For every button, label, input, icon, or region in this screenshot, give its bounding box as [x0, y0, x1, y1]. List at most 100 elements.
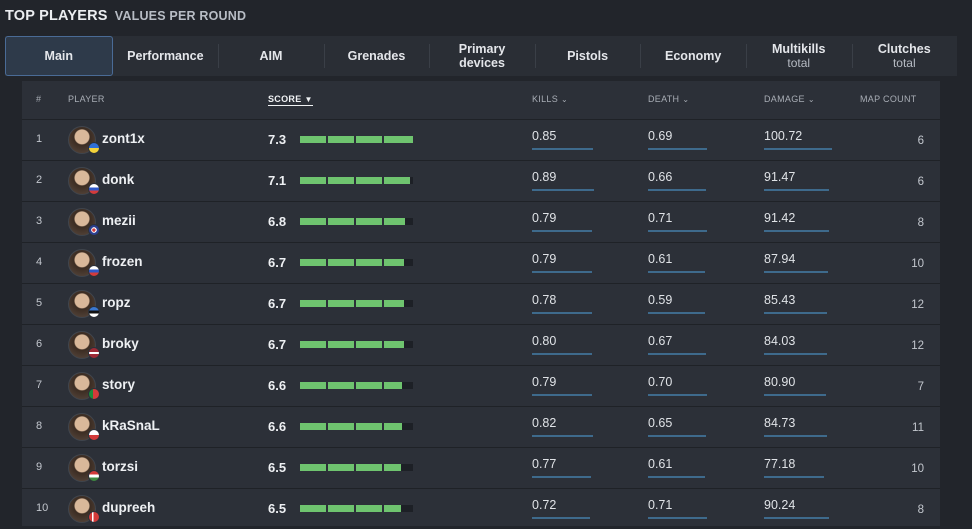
player-name-link[interactable]: ropz: [102, 295, 131, 310]
kills-text: 0.79: [532, 211, 557, 225]
kills-underline: [532, 476, 592, 478]
player-name-link[interactable]: zont1x: [102, 131, 145, 146]
kills-text: 0.85: [532, 129, 557, 143]
player-name-link[interactable]: mezii: [102, 213, 136, 228]
score-bar-divider: [326, 218, 328, 225]
score-bar-divider: [326, 423, 328, 430]
kills-text: 0.80: [532, 334, 557, 348]
score-bar-divider: [382, 464, 384, 471]
damage-value: 77.18: [764, 457, 825, 478]
score-bar-divider: [326, 341, 328, 348]
player-avatar[interactable]: [68, 413, 96, 441]
damage-text: 90.24: [764, 498, 796, 512]
table-row[interactable]: 9 torzsi 6.5 0.77 0.61 77.18 10: [22, 447, 940, 488]
score-bar-divider: [326, 259, 328, 266]
column-kills-sort[interactable]: KILLS ⌄: [532, 94, 568, 104]
table-row[interactable]: 7 story 6.6 0.79 0.70 80.90 7: [22, 365, 940, 406]
map-count-value: 8: [917, 217, 924, 229]
death-text: 0.65: [648, 416, 673, 430]
chevron-down-icon: ⌄: [561, 95, 569, 104]
tab-label: Main: [44, 49, 74, 63]
damage-underline: [764, 353, 827, 355]
map-count-value: 10: [911, 258, 924, 270]
table-row[interactable]: 4 frozen 6.7 0.79 0.61 87.94 10: [22, 242, 940, 283]
damage-underline: [764, 189, 829, 191]
death-underline: [648, 353, 707, 355]
damage-text: 77.18: [764, 457, 796, 471]
chevron-down-icon: ▼: [304, 95, 313, 104]
score-value: 7.3: [268, 132, 287, 147]
tab-pistols[interactable]: Pistols: [534, 36, 641, 76]
table-row[interactable]: 2 donk 7.1 0.89 0.66 91.47 6: [22, 160, 940, 201]
death-value: 0.61: [648, 252, 706, 273]
tab-label: Clutches: [877, 42, 931, 56]
tab-economy[interactable]: Economy: [640, 36, 746, 76]
table-row[interactable]: 5 ropz 6.7 0.78 0.59 85.43 12: [22, 283, 940, 324]
column-player: PLAYER: [68, 94, 105, 104]
score-bar-divider: [354, 341, 356, 348]
score-value: 6.5: [268, 501, 287, 516]
tab-label: Primary: [458, 42, 506, 56]
damage-value: 87.94: [764, 252, 828, 273]
map-count-value: 12: [911, 299, 924, 311]
kills-underline: [532, 517, 590, 519]
player-name-link[interactable]: story: [102, 377, 136, 392]
table-row[interactable]: 8 kRaSnaL 6.6 0.82 0.65 84.73 11: [22, 406, 940, 447]
player-name-link[interactable]: frozen: [102, 254, 143, 269]
damage-text: 87.94: [764, 252, 796, 266]
kills-value: 0.77: [532, 457, 592, 478]
death-underline: [648, 435, 706, 437]
damage-underline: [764, 517, 829, 519]
player-name-link[interactable]: torzsi: [102, 459, 139, 474]
score-bar-divider: [354, 259, 356, 266]
kills-text: 0.82: [532, 416, 557, 430]
death-text: 0.70: [648, 375, 673, 389]
column-score-sort[interactable]: SCORE ▼: [268, 94, 313, 106]
latvia-flag-icon: [88, 347, 100, 359]
hungary-flag-icon: [88, 470, 100, 482]
page-title: TOP PLAYERS VALUES PER ROUND: [5, 7, 246, 24]
tab-performance[interactable]: Performance: [113, 36, 219, 76]
score-bar: [300, 259, 413, 266]
players-table: # PLAYER SCORE ▼ KILLS ⌄ DEATH ⌄ DAMAGE ⌄ MA…: [22, 81, 940, 526]
table-row[interactable]: 1 zont1x 7.3 0.85 0.69 100.72 6: [22, 119, 940, 160]
score-bar-divider: [354, 505, 356, 512]
score-value: 6.7: [268, 337, 287, 352]
tab-multikills[interactable]: Multikills total: [745, 36, 852, 76]
score-bar-fill: [300, 136, 413, 143]
column-death-sort[interactable]: DEATH ⌄: [648, 94, 689, 104]
page-title-sub: VALUES PER ROUND: [114, 9, 247, 23]
death-text: 0.71: [648, 211, 673, 225]
player-name-link[interactable]: dupreeh: [102, 500, 156, 515]
player-name-link[interactable]: broky: [102, 336, 139, 351]
score-bar-divider: [354, 423, 356, 430]
tab-main[interactable]: Main: [5, 36, 113, 76]
table-row[interactable]: 6 broky 6.7 0.80 0.67 84.03 12: [22, 324, 940, 365]
table-row[interactable]: 3 mezii 6.8 0.79 0.71 91.42 8: [22, 201, 940, 242]
kills-text: 0.79: [532, 252, 557, 266]
death-underline: [648, 189, 707, 191]
kills-value: 0.79: [532, 211, 592, 232]
kills-text: 0.77: [532, 457, 557, 471]
tab-aim[interactable]: AIM: [218, 36, 324, 76]
player-avatar[interactable]: [68, 249, 96, 277]
tab-primary-devices[interactable]: Primary devices: [429, 36, 535, 76]
player-name-link[interactable]: donk: [102, 172, 135, 187]
tab-sublabel: total: [787, 56, 811, 70]
column-damage-sort[interactable]: DAMAGE ⌄: [764, 94, 815, 104]
score-bar-divider: [382, 423, 384, 430]
rank-number: 10: [36, 502, 49, 514]
chevron-down-icon: ⌄: [682, 95, 690, 104]
kills-underline: [532, 312, 592, 314]
player-name-link[interactable]: kRaSnaL: [102, 418, 160, 433]
score-bar-fill: [300, 382, 402, 389]
kills-underline: [532, 353, 592, 355]
tab-clutches[interactable]: Clutches total: [851, 36, 958, 76]
death-text: 0.59: [648, 293, 673, 307]
rank-number: 9: [36, 461, 43, 473]
table-row[interactable]: 10 dupreeh 6.5 0.72 0.71 90.24 8: [22, 488, 940, 529]
score-value: 6.7: [268, 296, 287, 311]
tab-grenades[interactable]: Grenades: [323, 36, 430, 76]
poland-flag-icon: [88, 429, 100, 441]
score-bar: [300, 464, 413, 471]
